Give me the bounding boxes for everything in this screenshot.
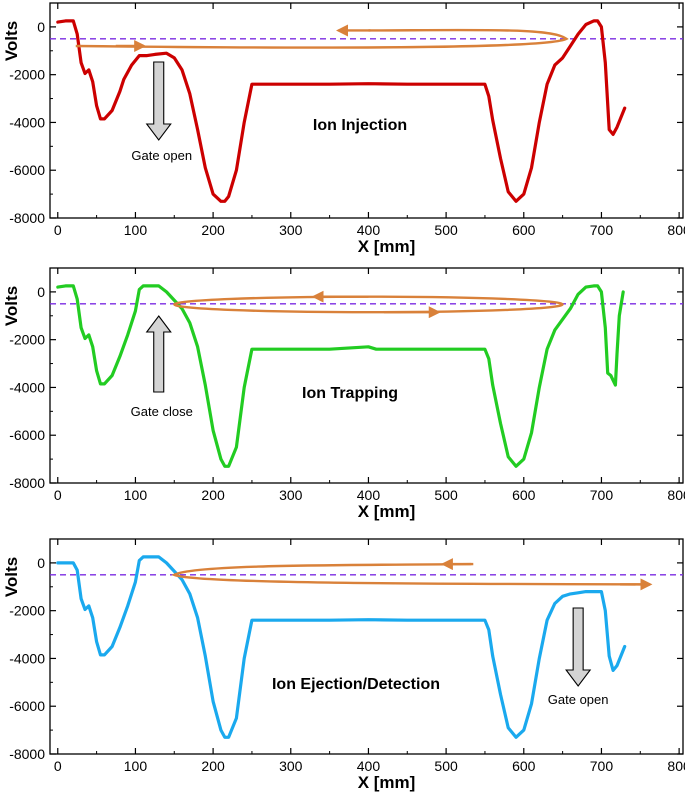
panel-label: Ion Trapping — [302, 385, 398, 402]
x-axis-title: X [mm] — [358, 237, 416, 256]
y-tick-label: -6000 — [9, 698, 45, 714]
x-axis-title: X [mm] — [358, 773, 416, 792]
x-tick-label: 800 — [667, 758, 685, 774]
panel-label: Ion Ejection/Detection — [272, 676, 440, 693]
x-tick-label: 0 — [54, 222, 62, 238]
y-axis-title: Volts — [2, 286, 21, 326]
y-tick-label: -4000 — [9, 650, 45, 666]
x-tick-label: 200 — [201, 222, 225, 238]
potential-curve — [56, 19, 627, 203]
gate-note: Gate open — [548, 692, 609, 707]
x-tick-label: 400 — [357, 758, 381, 774]
potential-curve — [56, 284, 625, 468]
gate-open-arrow — [565, 607, 592, 687]
panel-2: 0 100 200 300 400 500 600 700 800 0 -2000 -4000 -600… — [2, 267, 685, 521]
x-tick-label: 100 — [124, 222, 148, 238]
y-tick-label: 0 — [37, 284, 45, 300]
x-tick-label: 400 — [357, 487, 381, 503]
x-tick-label: 0 — [54, 758, 62, 774]
y-tick-label: -2000 — [9, 603, 45, 619]
gate-note: Gate open — [131, 148, 192, 163]
x-tick-label: 800 — [667, 222, 685, 238]
x-tick-label: 600 — [512, 222, 536, 238]
x-tick-label: 200 — [201, 758, 225, 774]
x-tick-label: 500 — [434, 222, 458, 238]
x-axis-title: X [mm] — [358, 502, 416, 521]
x-tick-label: 700 — [590, 487, 614, 503]
x-tick-label: 400 — [357, 222, 381, 238]
potential-curve — [56, 555, 627, 739]
panel-1: 0 100 200 300 400 500 600 700 800 0 -2000 -4000 -600… — [2, 2, 685, 256]
x-tick-label: 800 — [667, 487, 685, 503]
y-tick-label: 0 — [37, 555, 45, 571]
plot-frame — [49, 2, 684, 219]
y-tick-label: -2000 — [9, 67, 45, 83]
y-axis-title: Volts — [2, 557, 21, 597]
x-tick-label: 300 — [279, 758, 303, 774]
x-tick-label: 700 — [590, 222, 614, 238]
y-tick-label: -6000 — [9, 162, 45, 178]
y-tick-label: -2000 — [9, 332, 45, 348]
ion-path — [171, 562, 649, 586]
x-tick-label: 0 — [54, 487, 62, 503]
x-tick-label: 100 — [124, 487, 148, 503]
ion-path — [75, 28, 569, 49]
plot-frame — [49, 267, 684, 484]
y-tick-label: -8000 — [9, 746, 45, 762]
panel-label: Ion Injection — [313, 117, 407, 134]
panel-3: 0 100 200 300 400 500 600 700 800 0 -2000 -4000 -600… — [2, 538, 685, 792]
gate-note: Gate close — [131, 404, 193, 419]
y-tick-label: -8000 — [9, 210, 45, 226]
gate-close-arrow — [145, 315, 172, 393]
plot-frame — [49, 538, 684, 755]
y-tick-label: -4000 — [9, 114, 45, 130]
x-tick-label: 300 — [279, 487, 303, 503]
y-tick-label: -4000 — [9, 379, 45, 395]
x-tick-label: 500 — [434, 758, 458, 774]
x-tick-label: 600 — [512, 487, 536, 503]
x-tick-label: 100 — [124, 758, 148, 774]
y-tick-label: -8000 — [9, 475, 45, 491]
y-tick-label: -6000 — [9, 427, 45, 443]
x-tick-label: 300 — [279, 222, 303, 238]
y-tick-label: 0 — [37, 19, 45, 35]
x-tick-label: 200 — [201, 487, 225, 503]
y-axis-title: Volts — [2, 21, 21, 61]
gate-open-arrow — [145, 61, 172, 141]
x-tick-label: 700 — [590, 758, 614, 774]
x-tick-label: 500 — [434, 487, 458, 503]
x-tick-label: 600 — [512, 758, 536, 774]
